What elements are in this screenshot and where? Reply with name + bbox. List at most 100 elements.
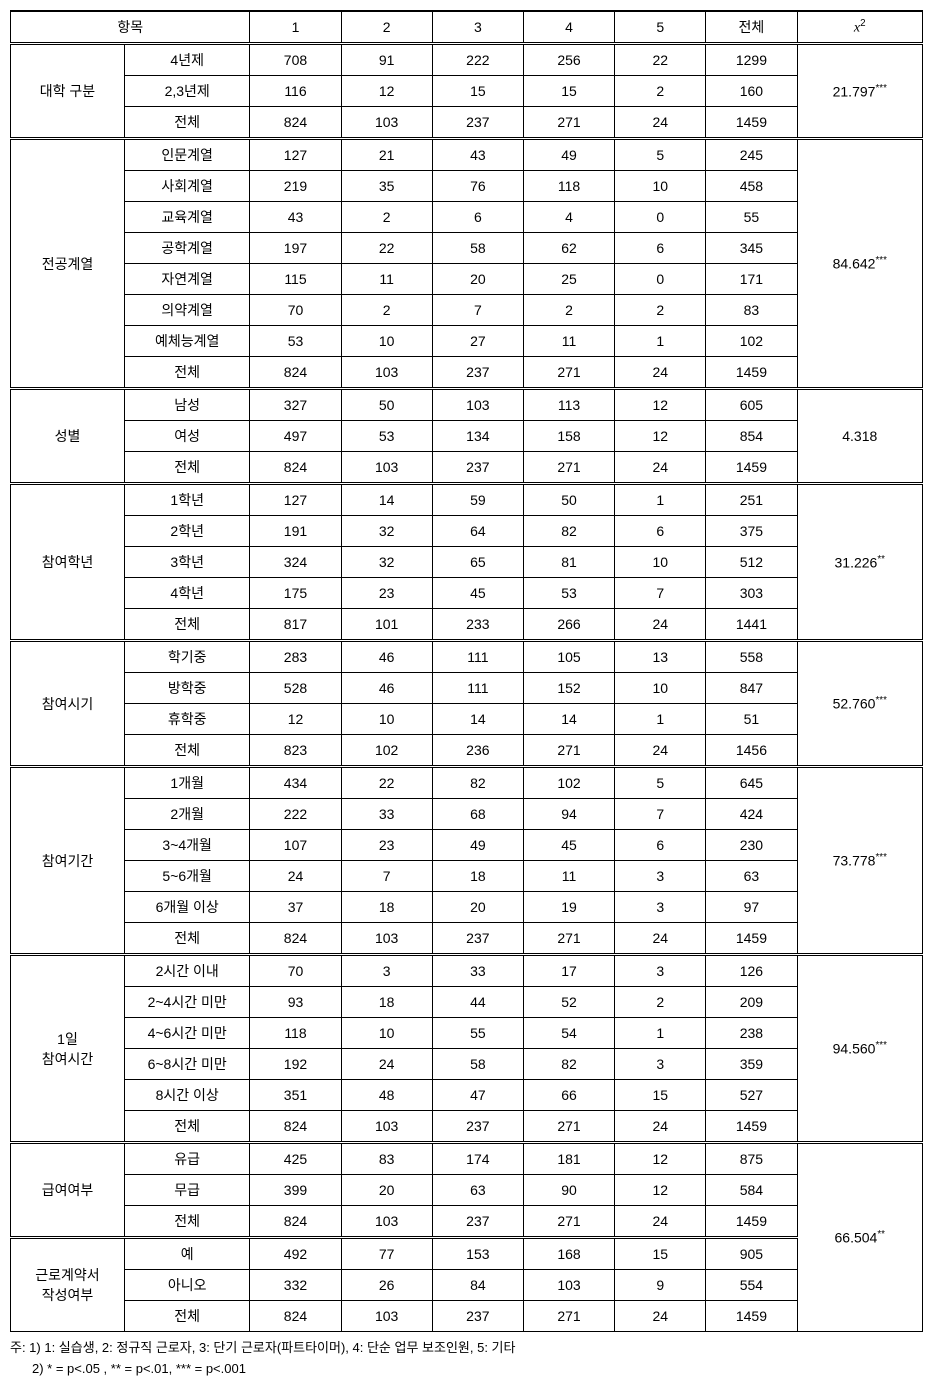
data-cell: 32 xyxy=(341,547,432,578)
data-cell: 113 xyxy=(523,389,614,421)
data-cell: 116 xyxy=(250,76,341,107)
data-cell: 5 xyxy=(615,767,706,799)
data-cell: 127 xyxy=(250,139,341,171)
data-cell: 497 xyxy=(250,421,341,452)
data-cell: 175 xyxy=(250,578,341,609)
data-cell: 238 xyxy=(706,1018,797,1049)
data-cell: 236 xyxy=(432,735,523,767)
data-cell: 53 xyxy=(341,421,432,452)
data-cell: 102 xyxy=(341,735,432,767)
data-cell: 23 xyxy=(341,830,432,861)
data-cell: 43 xyxy=(432,139,523,171)
data-cell: 271 xyxy=(523,357,614,389)
header-col-1: 2 xyxy=(341,11,432,44)
data-cell: 22 xyxy=(341,767,432,799)
row-label: 전체 xyxy=(124,1206,249,1238)
data-cell: 53 xyxy=(250,326,341,357)
data-cell: 351 xyxy=(250,1080,341,1111)
data-cell: 222 xyxy=(250,799,341,830)
data-cell: 424 xyxy=(706,799,797,830)
data-cell: 3 xyxy=(615,861,706,892)
data-cell: 118 xyxy=(523,171,614,202)
data-cell: 1459 xyxy=(706,452,797,484)
group-label: 1일참여시간 xyxy=(11,955,125,1143)
data-cell: 875 xyxy=(706,1143,797,1175)
data-cell: 20 xyxy=(432,892,523,923)
row-label: 자연계열 xyxy=(124,264,249,295)
data-cell: 237 xyxy=(432,923,523,955)
row-label: 4년제 xyxy=(124,44,249,76)
data-cell: 102 xyxy=(706,326,797,357)
data-cell: 554 xyxy=(706,1270,797,1301)
data-cell: 49 xyxy=(523,139,614,171)
data-cell: 105 xyxy=(523,641,614,673)
data-cell: 43 xyxy=(250,202,341,233)
data-cell: 82 xyxy=(523,1049,614,1080)
data-cell: 271 xyxy=(523,107,614,139)
data-cell: 324 xyxy=(250,547,341,578)
data-cell: 11 xyxy=(341,264,432,295)
data-cell: 2 xyxy=(615,76,706,107)
data-cell: 21 xyxy=(341,139,432,171)
row-label: 유급 xyxy=(124,1143,249,1175)
data-cell: 18 xyxy=(341,987,432,1018)
data-cell: 25 xyxy=(523,264,614,295)
data-cell: 62 xyxy=(523,233,614,264)
data-cell: 32 xyxy=(341,516,432,547)
row-label: 2~4시간 미만 xyxy=(124,987,249,1018)
data-cell: 24 xyxy=(615,1301,706,1332)
data-cell: 45 xyxy=(432,578,523,609)
row-label: 2,3년제 xyxy=(124,76,249,107)
data-cell: 44 xyxy=(432,987,523,1018)
data-cell: 23 xyxy=(341,578,432,609)
data-cell: 12 xyxy=(615,1143,706,1175)
data-cell: 84 xyxy=(432,1270,523,1301)
data-cell: 251 xyxy=(706,484,797,516)
data-cell: 3 xyxy=(615,955,706,987)
data-cell: 375 xyxy=(706,516,797,547)
data-cell: 824 xyxy=(250,1111,341,1143)
data-cell: 605 xyxy=(706,389,797,421)
data-cell: 230 xyxy=(706,830,797,861)
data-cell: 6 xyxy=(432,202,523,233)
row-label: 4학년 xyxy=(124,578,249,609)
row-label: 전체 xyxy=(124,923,249,955)
data-cell: 359 xyxy=(706,1049,797,1080)
row-label: 전체 xyxy=(124,452,249,484)
header-col-3: 4 xyxy=(523,11,614,44)
data-cell: 1459 xyxy=(706,1111,797,1143)
data-cell: 93 xyxy=(250,987,341,1018)
row-label: 사회계열 xyxy=(124,171,249,202)
data-cell: 817 xyxy=(250,609,341,641)
row-label: 5~6개월 xyxy=(124,861,249,892)
row-label: 전체 xyxy=(124,735,249,767)
footnote-line-2: 2) * = p<.05 , ** = p<.01, *** = p<.001 xyxy=(10,1359,923,1380)
data-cell: 233 xyxy=(432,609,523,641)
data-cell: 237 xyxy=(432,452,523,484)
data-cell: 823 xyxy=(250,735,341,767)
row-label: 3~4개월 xyxy=(124,830,249,861)
group-label: 참여학년 xyxy=(11,484,125,641)
row-label: 아니오 xyxy=(124,1270,249,1301)
data-cell: 63 xyxy=(432,1175,523,1206)
data-cell: 20 xyxy=(432,264,523,295)
header-col-2: 3 xyxy=(432,11,523,44)
data-cell: 65 xyxy=(432,547,523,578)
data-cell: 26 xyxy=(341,1270,432,1301)
data-cell: 6 xyxy=(615,233,706,264)
chi-square-cell: 66.504** xyxy=(797,1143,922,1332)
row-label: 학기중 xyxy=(124,641,249,673)
data-cell: 12 xyxy=(615,389,706,421)
data-cell: 1 xyxy=(615,326,706,357)
row-label: 4~6시간 미만 xyxy=(124,1018,249,1049)
data-cell: 115 xyxy=(250,264,341,295)
data-cell: 18 xyxy=(432,861,523,892)
data-cell: 76 xyxy=(432,171,523,202)
data-cell: 27 xyxy=(432,326,523,357)
data-cell: 52 xyxy=(523,987,614,1018)
header-col-4: 5 xyxy=(615,11,706,44)
data-cell: 70 xyxy=(250,955,341,987)
group-label: 참여시기 xyxy=(11,641,125,767)
data-cell: 91 xyxy=(341,44,432,76)
data-cell: 107 xyxy=(250,830,341,861)
